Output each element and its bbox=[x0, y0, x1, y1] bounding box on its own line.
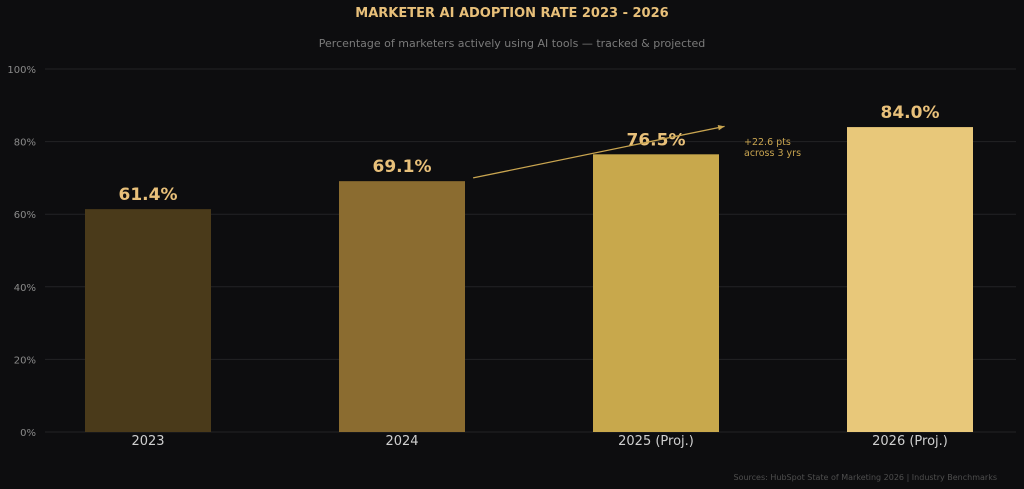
y-tick-label: 40% bbox=[14, 283, 36, 294]
value-label-layer: 61.4%69.1%76.5%84.0% bbox=[119, 103, 940, 205]
source-note: Sources: HubSpot State of Marketing 2026… bbox=[734, 473, 998, 482]
bar-2024 bbox=[339, 181, 465, 432]
x-axis: 2023 2024 2025 (Proj.) 2026 (Proj.) bbox=[131, 434, 947, 449]
bar-2026 bbox=[847, 127, 973, 432]
chart-title: MARKETER AI ADOPTION RATE 2023 - 2026 bbox=[355, 6, 668, 21]
y-tick-label: 0% bbox=[20, 428, 36, 439]
x-tick-label: 2023 bbox=[131, 434, 164, 449]
bar-2023 bbox=[85, 209, 211, 432]
y-tick-label: 80% bbox=[14, 138, 36, 149]
bar-layer bbox=[85, 127, 973, 432]
value-label: 69.1% bbox=[373, 157, 432, 177]
y-tick-label: 100% bbox=[7, 65, 36, 76]
bar-2025 bbox=[593, 154, 719, 432]
y-axis: 0% 20% 40% 60% 80% 100% bbox=[7, 65, 36, 439]
annotation-text: +22.6 pts bbox=[744, 137, 791, 148]
annotation-text: across 3 yrs bbox=[744, 148, 801, 159]
y-tick-label: 20% bbox=[14, 355, 36, 366]
y-tick-label: 60% bbox=[14, 210, 36, 221]
chart-subtitle: Percentage of marketers actively using A… bbox=[319, 37, 705, 50]
x-tick-label: 2026 (Proj.) bbox=[872, 434, 948, 449]
value-label: 61.4% bbox=[119, 185, 178, 205]
trend-arrow-line bbox=[472, 125, 725, 179]
trend-arrow-head bbox=[717, 124, 725, 131]
value-label: 84.0% bbox=[881, 103, 940, 123]
x-tick-label: 2024 bbox=[385, 434, 418, 449]
x-tick-label: 2025 (Proj.) bbox=[618, 434, 694, 449]
